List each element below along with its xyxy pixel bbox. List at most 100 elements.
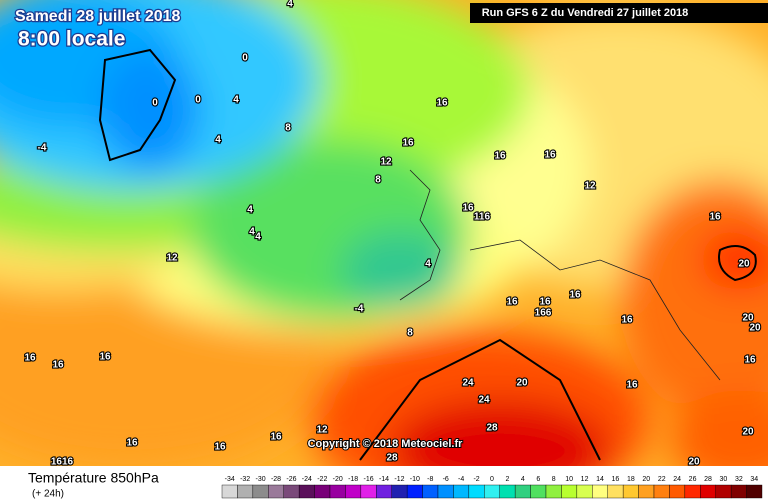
legend-label: -26 (286, 476, 296, 483)
legend-label: -14 (379, 476, 389, 483)
legend-swatch (638, 484, 655, 499)
contour-label: 16 (544, 150, 556, 161)
legend-label: -6 (443, 476, 449, 483)
contour-label: 20 (742, 427, 754, 438)
contour-label: 0 (195, 95, 201, 106)
legend-swatch (576, 484, 593, 499)
legend-label: 2 (505, 476, 509, 483)
contour-label: 16 (744, 355, 756, 366)
contour-label: 16 (462, 203, 474, 214)
footer-title: Température 850hPa (28, 470, 159, 486)
valid-date: Samedi 28 juillet 2018 (15, 8, 181, 25)
legend-swatch (746, 484, 763, 499)
legend-label: -4 (458, 476, 464, 483)
contour-label: -4 (38, 143, 47, 154)
contour (718, 245, 757, 282)
legend-label: 16 (612, 476, 620, 483)
contour-label: 24 (462, 378, 474, 389)
contour-label: 16 (214, 442, 226, 453)
legend-label: 26 (689, 476, 697, 483)
contour-label: 116 (474, 212, 491, 223)
legend-swatch (221, 484, 238, 499)
legend-label: -34 (225, 476, 235, 483)
legend-label: 24 (673, 476, 681, 483)
legend-swatch (730, 484, 747, 499)
legend-label: 8 (552, 476, 556, 483)
contour (98, 48, 177, 162)
contour-label: 28 (486, 423, 498, 434)
legend-label: 4 (521, 476, 525, 483)
run-info: Run GFS 6 Z du Vendredi 27 juillet 2018 (482, 7, 689, 19)
legend-label: 20 (642, 476, 650, 483)
legend-label: -28 (271, 476, 281, 483)
legend-swatch (237, 484, 254, 499)
legend-swatch (669, 484, 686, 499)
legend-label: 22 (658, 476, 666, 483)
contour-label: 16 (270, 432, 282, 443)
contour-label: 16 (24, 353, 36, 364)
contour-label: 16 (126, 438, 138, 449)
legend-swatch (684, 484, 701, 499)
legend-label: -12 (394, 476, 404, 483)
legend-swatch (345, 484, 362, 499)
legend-swatch (484, 484, 500, 499)
contour-label: 16 (506, 297, 518, 308)
contour-label: 16 (709, 212, 721, 223)
contour-label: 4 (425, 259, 431, 270)
legend-swatch (592, 484, 608, 499)
contour-label: 166 (535, 308, 552, 319)
legend-swatch (391, 484, 408, 499)
legend-label: -18 (348, 476, 358, 483)
legend-swatch (406, 484, 423, 499)
contour-label: 8 (375, 175, 381, 186)
color-legend: -34 -32 -30 -28 -26 -24 -22 -20 -18 -16 -14 -12 -10-… (221, 476, 763, 499)
contour-label: 16 (626, 380, 638, 391)
contour-label: 16 (539, 297, 551, 308)
legend-swatch (499, 484, 516, 499)
legend-swatch (268, 484, 284, 499)
lead-time: (+ 24h) (32, 489, 64, 500)
legend-label: 12 (581, 476, 589, 483)
legend-swatch (329, 484, 346, 499)
contour-label: 20 (688, 457, 700, 468)
legend-swatch (437, 484, 454, 499)
contour-label: 16 (569, 290, 581, 301)
contour-label: 4 (247, 205, 253, 216)
contour-label: 16 (621, 315, 633, 326)
contour-label: 12 (316, 425, 328, 436)
legend-label: -16 (364, 476, 374, 483)
contour-label: 12 (166, 253, 178, 264)
legend-label: 10 (565, 476, 573, 483)
contour-label: 16 (402, 138, 414, 149)
legend-swatch (715, 484, 732, 499)
legend-label: -30 (256, 476, 266, 483)
contour-label: 4 (287, 0, 293, 10)
contour-label: 16 (436, 98, 448, 109)
contour-label: 12 (380, 157, 392, 168)
legend-swatch (422, 484, 439, 499)
legend-label: 18 (627, 476, 635, 483)
legend-label: 32 (735, 476, 743, 483)
contour-label: 8 (407, 328, 413, 339)
legend-swatch (453, 484, 470, 499)
contour-label: 4 (255, 232, 261, 243)
contour-label: -4 (355, 304, 364, 315)
legend-label: -32 (240, 476, 250, 483)
contour-label: 20 (742, 313, 754, 324)
legend-label: -20 (333, 476, 343, 483)
legend-swatch (653, 484, 670, 499)
run-box (470, 3, 768, 23)
legend-label: -10 (410, 476, 420, 483)
contour-label: 4 (233, 95, 239, 106)
legend-label: -8 (427, 476, 433, 483)
contour-label: 12 (584, 181, 596, 192)
contour-label: 28 (386, 453, 398, 464)
legend-swatch (607, 484, 624, 499)
legend-label: 34 (750, 476, 758, 483)
contour-label: 20 (738, 259, 750, 270)
legend-label: 28 (704, 476, 712, 483)
legend-swatch (376, 484, 392, 499)
